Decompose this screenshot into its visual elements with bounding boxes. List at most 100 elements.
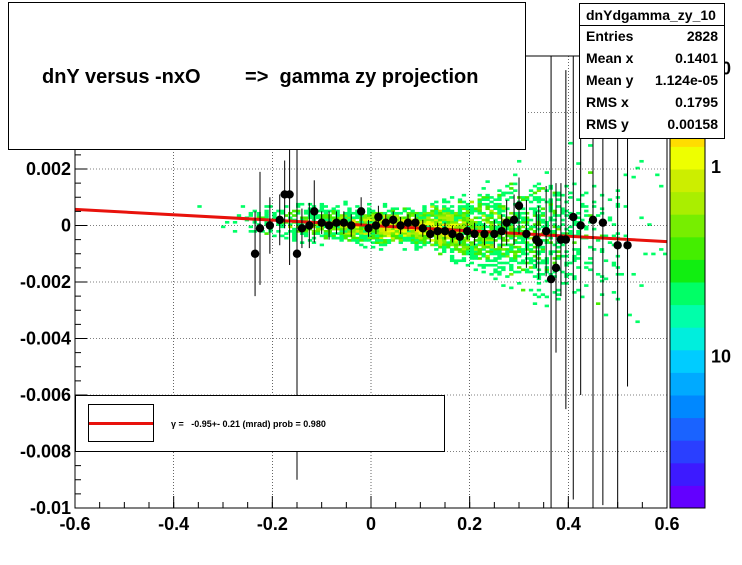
heatmap-cell — [469, 227, 475, 231]
heatmap-cell — [481, 214, 486, 217]
heatmap-cell — [276, 223, 281, 226]
heatmap-cell — [532, 191, 538, 195]
heatmap-cell — [493, 202, 498, 206]
heatmap-cell — [426, 236, 431, 240]
heatmap-cell — [445, 214, 451, 217]
color-scale-bin — [670, 282, 705, 306]
heatmap-cell — [520, 218, 526, 222]
profile-point — [426, 229, 435, 239]
heatmap-cell — [394, 220, 400, 224]
heatmap-cell — [509, 286, 514, 290]
heatmap-cell — [414, 214, 419, 217]
heatmap-cell — [371, 216, 376, 220]
y-tick-label: -0.008 — [20, 442, 71, 462]
heatmap-cell — [371, 232, 376, 235]
heatmap-cell — [501, 236, 506, 240]
heatmap-cell — [371, 209, 376, 213]
y-tick-label: -0.002 — [20, 272, 71, 292]
heatmap-cell — [520, 196, 526, 199]
heatmap-cell — [307, 207, 313, 211]
stats-box: dnYdgamma_zy_10 Entries 2828 Mean x 0.14… — [579, 3, 725, 139]
heatmap-cell — [501, 207, 506, 211]
y-tick-label: -0.01 — [30, 498, 71, 518]
heatmap-cell — [493, 198, 498, 202]
stats-value: 0.1795 — [675, 94, 718, 110]
heatmap-cell — [493, 268, 498, 272]
heatmap-cell — [331, 216, 336, 220]
heatmap-cell — [493, 227, 498, 231]
heatmap-cell — [485, 202, 490, 206]
heatmap-cell — [442, 198, 447, 202]
heatmap-cell — [469, 261, 475, 265]
heatmap-cell — [564, 282, 569, 285]
heatmap-cell — [442, 245, 447, 249]
heatmap-cell — [584, 261, 589, 265]
heatmap-cell — [501, 225, 506, 229]
heatmap-cell — [473, 268, 478, 272]
heatmap-cell — [485, 239, 490, 242]
heatmap-cell — [623, 173, 628, 177]
heatmap-cell — [532, 214, 538, 217]
heatmap-cell — [315, 227, 321, 231]
heatmap-cell — [584, 284, 589, 287]
heatmap-cell — [434, 223, 439, 226]
heatmap-cell — [509, 182, 514, 186]
heatmap-cell — [303, 227, 309, 231]
stats-label: RMS y — [586, 116, 629, 132]
heatmap-cell — [382, 232, 388, 235]
heatmap-cell — [272, 214, 277, 217]
heatmap-cell — [564, 209, 569, 213]
heatmap-cell — [224, 220, 230, 224]
heatmap-cell — [469, 248, 475, 251]
heatmap-cell — [509, 196, 514, 199]
heatmap-cell — [453, 259, 459, 263]
heatmap-cell — [434, 236, 439, 240]
heatmap-cell — [477, 209, 482, 213]
heatmap-cell — [453, 218, 459, 222]
heatmap-cell — [390, 239, 396, 242]
heatmap-cell — [556, 297, 561, 301]
heatmap-cell — [272, 216, 277, 220]
heatmap-cell — [497, 250, 502, 254]
heatmap-cell — [303, 230, 309, 233]
heatmap-cell — [453, 223, 459, 226]
heatmap-cell — [568, 261, 573, 265]
heatmap-cell — [505, 252, 510, 256]
heatmap-cell — [355, 239, 360, 242]
heatmap-cell — [659, 184, 664, 188]
heatmap-cell — [493, 259, 498, 263]
heatmap-cell — [382, 227, 388, 231]
heatmap-cell — [449, 257, 455, 260]
x-tick-label: 0.2 — [457, 514, 482, 534]
heatmap-cell — [256, 214, 261, 217]
heatmap-cell — [288, 230, 293, 233]
heatmap-cell — [481, 254, 486, 258]
heatmap-cell — [461, 216, 467, 220]
heatmap-cell — [532, 223, 538, 226]
heatmap-cell — [319, 234, 325, 238]
heatmap-cell — [520, 261, 526, 265]
profile-point — [522, 229, 531, 239]
heatmap-cell — [520, 198, 526, 202]
heatmap-cell — [493, 252, 498, 256]
heatmap-cell — [497, 245, 502, 249]
heatmap-cell — [390, 207, 396, 211]
heatmap-cell — [540, 187, 546, 190]
heatmap-cell — [501, 205, 506, 208]
heatmap-cell — [449, 196, 455, 199]
heatmap-cell — [319, 243, 325, 247]
heatmap-cell — [497, 214, 502, 217]
heatmap-cell — [560, 223, 565, 226]
heatmap-cell — [540, 214, 546, 217]
heatmap-cell — [359, 243, 364, 247]
heatmap-cell — [560, 243, 565, 247]
heatmap-cell — [363, 214, 368, 217]
heatmap-cell — [627, 313, 632, 317]
color-scale-bin — [670, 169, 705, 193]
heatmap-cell — [410, 239, 415, 242]
heatmap-cell — [544, 304, 549, 308]
heatmap-cell — [485, 180, 490, 183]
heatmap-cell — [509, 243, 514, 247]
heatmap-cell — [351, 234, 356, 238]
heatmap-cell — [509, 250, 514, 254]
